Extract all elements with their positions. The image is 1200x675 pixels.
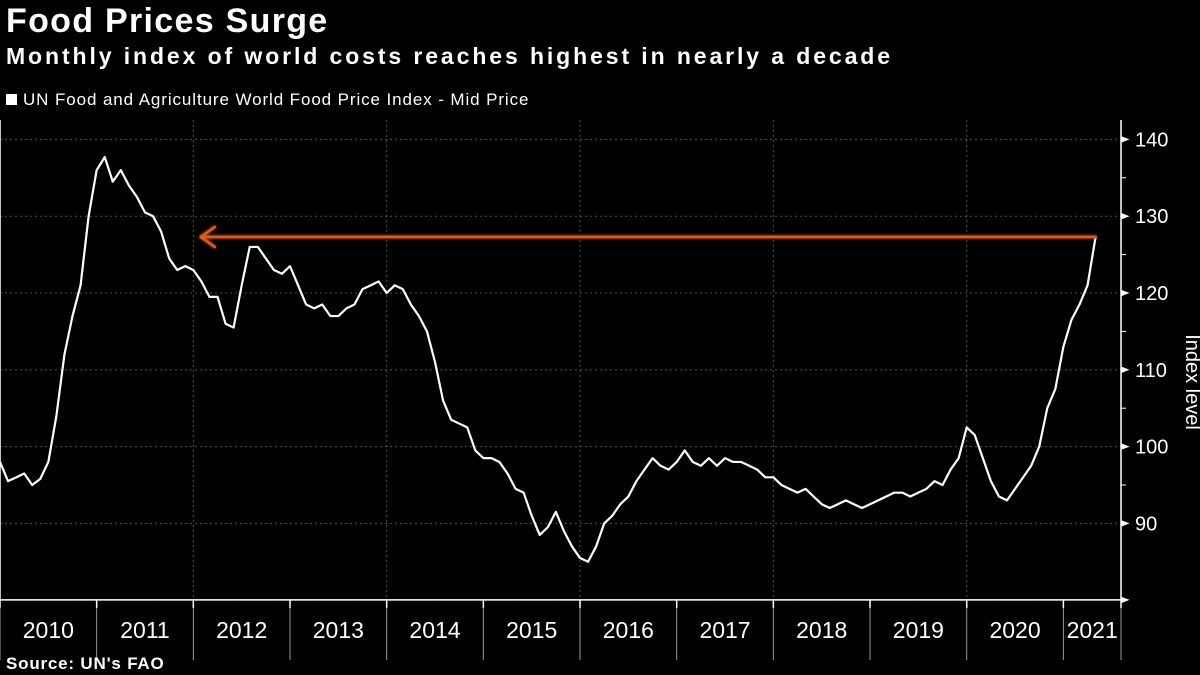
svg-text:2021: 2021 <box>1067 617 1118 643</box>
svg-text:110: 110 <box>1135 360 1167 382</box>
svg-text:2017: 2017 <box>699 617 750 643</box>
svg-text:2020: 2020 <box>989 617 1040 643</box>
svg-text:140: 140 <box>1135 129 1168 151</box>
svg-text:100: 100 <box>1135 437 1168 459</box>
svg-text:120: 120 <box>1135 283 1168 305</box>
svg-text:Index level: Index level <box>1181 334 1200 430</box>
svg-text:2012: 2012 <box>216 617 267 643</box>
svg-text:2010: 2010 <box>23 617 74 643</box>
svg-text:90: 90 <box>1135 513 1157 535</box>
svg-text:2018: 2018 <box>796 617 847 643</box>
svg-text:2019: 2019 <box>893 617 944 643</box>
svg-text:2013: 2013 <box>313 617 364 643</box>
svg-text:2014: 2014 <box>409 617 460 643</box>
svg-text:2011: 2011 <box>120 617 169 643</box>
svg-text:2016: 2016 <box>603 617 654 643</box>
svg-text:130: 130 <box>1135 206 1168 228</box>
svg-text:2015: 2015 <box>506 617 557 643</box>
